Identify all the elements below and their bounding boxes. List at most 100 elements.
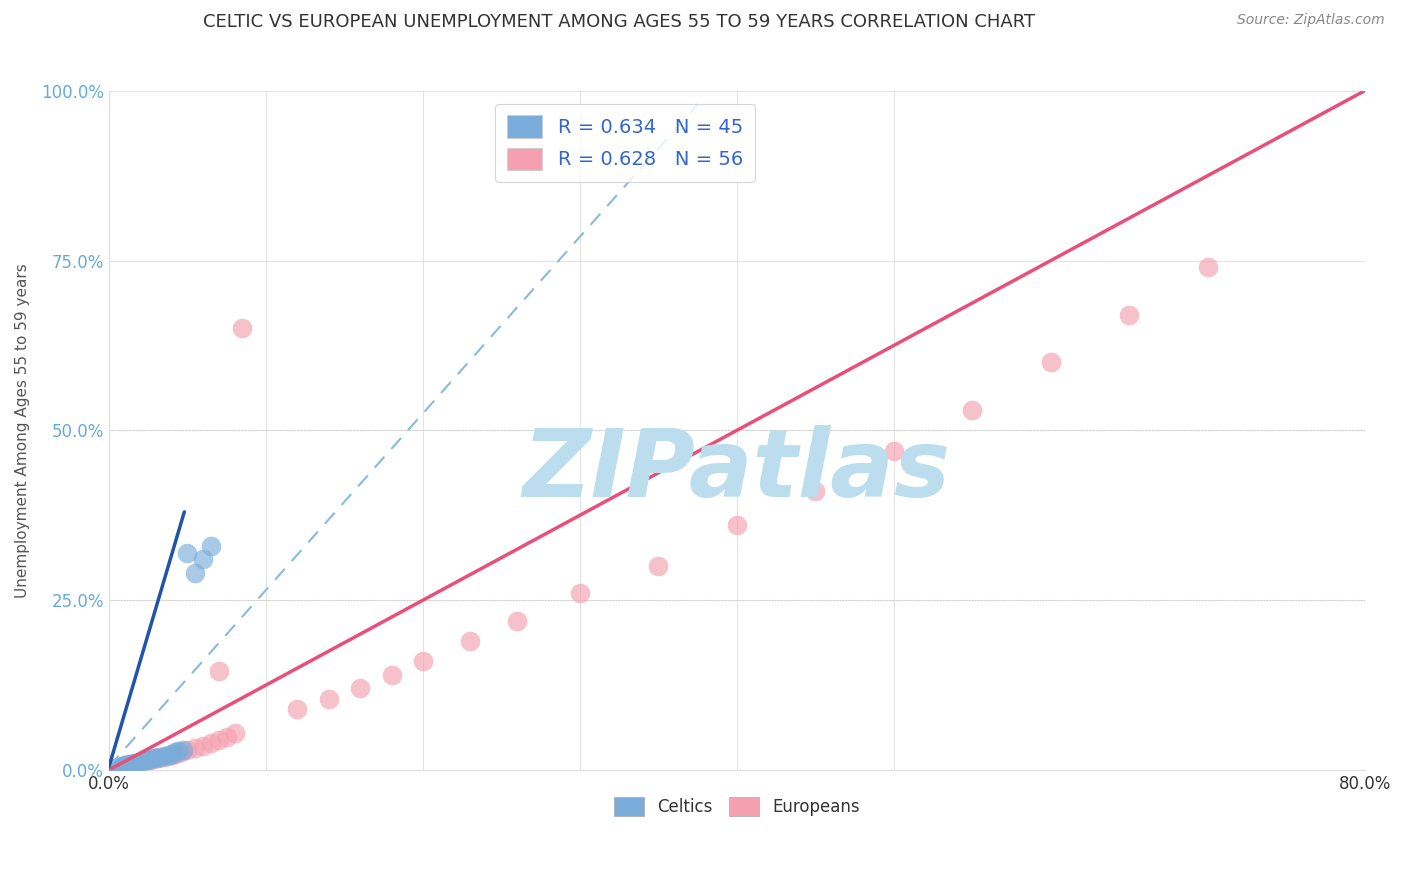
Point (224, 725, 246, 739)
Point (98, 763, 121, 777)
Point (148, 750, 170, 764)
Point (108, 760, 131, 774)
Point (145, 751, 167, 765)
Point (285, 702, 308, 716)
Point (112, 759, 135, 773)
Point (135, 754, 157, 768)
Point (231, 321, 253, 335)
Point (191, 552, 214, 566)
Point (117, 759, 139, 773)
Point (107, 760, 129, 774)
Point (163, 745, 186, 759)
Point (412, 654, 434, 668)
Point (103, 762, 125, 776)
Point (172, 743, 194, 757)
Point (962, 403, 984, 417)
Point (132, 755, 155, 769)
Point (349, 681, 371, 696)
Point (139, 752, 162, 766)
Point (128, 755, 150, 769)
Point (127, 756, 149, 770)
Point (115, 758, 138, 772)
Point (208, 665, 231, 679)
Point (1197, 260, 1219, 275)
Text: ZIPatlas: ZIPatlas (523, 425, 950, 517)
Point (120, 758, 142, 772)
Point (200, 736, 222, 750)
Point (380, 668, 402, 682)
Point (114, 758, 136, 772)
Point (127, 756, 149, 771)
Point (117, 757, 139, 772)
Point (112, 759, 135, 773)
Point (131, 754, 153, 768)
Point (1039, 355, 1062, 369)
Point (105, 761, 128, 775)
Point (142, 751, 165, 765)
Point (142, 752, 165, 766)
Point (129, 756, 152, 770)
Point (112, 759, 135, 773)
Point (153, 748, 176, 763)
Point (170, 745, 193, 759)
Point (104, 761, 127, 775)
Point (215, 731, 238, 745)
Point (725, 518, 748, 533)
Point (104, 762, 127, 776)
Point (132, 754, 155, 768)
Point (568, 586, 591, 600)
Point (110, 760, 132, 774)
Point (184, 741, 207, 756)
Point (104, 762, 127, 776)
Point (107, 761, 129, 775)
Point (318, 691, 340, 706)
Point (118, 758, 141, 772)
Legend: Celtics, Europeans: Celtics, Europeans (607, 790, 866, 822)
Point (1118, 308, 1140, 322)
Point (148, 751, 170, 765)
Point (184, 566, 207, 580)
Point (121, 757, 143, 772)
Point (105, 761, 128, 775)
Point (145, 751, 167, 765)
Point (98, 763, 121, 777)
Point (103, 762, 125, 776)
Point (105, 761, 128, 775)
Point (647, 559, 669, 574)
Point (110, 759, 132, 773)
Point (139, 753, 162, 767)
Point (103, 762, 125, 776)
Text: CELTIC VS EUROPEAN UNEMPLOYMENT AMONG AGES 55 TO 59 YEARS CORRELATION CHART: CELTIC VS EUROPEAN UNEMPLOYMENT AMONG AG… (202, 13, 1035, 31)
Point (176, 743, 198, 757)
Point (115, 757, 138, 772)
Point (167, 744, 190, 758)
Point (157, 749, 180, 764)
Point (120, 756, 142, 771)
Point (200, 539, 222, 553)
Point (118, 756, 141, 771)
Point (122, 756, 145, 771)
Point (122, 756, 145, 771)
Point (804, 484, 827, 499)
Text: Source: ZipAtlas.com: Source: ZipAtlas.com (1237, 13, 1385, 28)
Point (458, 634, 481, 648)
Point (135, 753, 157, 767)
Point (153, 750, 176, 764)
Point (121, 756, 143, 771)
Y-axis label: Unemployment Among Ages 55 to 59 years: Unemployment Among Ages 55 to 59 years (15, 263, 30, 598)
Point (103, 762, 125, 776)
Point (191, 739, 214, 753)
Point (124, 756, 146, 771)
Point (176, 546, 198, 560)
Point (101, 762, 124, 776)
Point (160, 747, 183, 761)
Point (107, 761, 129, 775)
Point (208, 733, 231, 747)
Point (114, 759, 136, 773)
Point (157, 747, 180, 762)
Point (128, 756, 150, 771)
Point (114, 759, 136, 773)
Point (166, 747, 188, 761)
Point (101, 762, 124, 776)
Point (506, 614, 529, 628)
